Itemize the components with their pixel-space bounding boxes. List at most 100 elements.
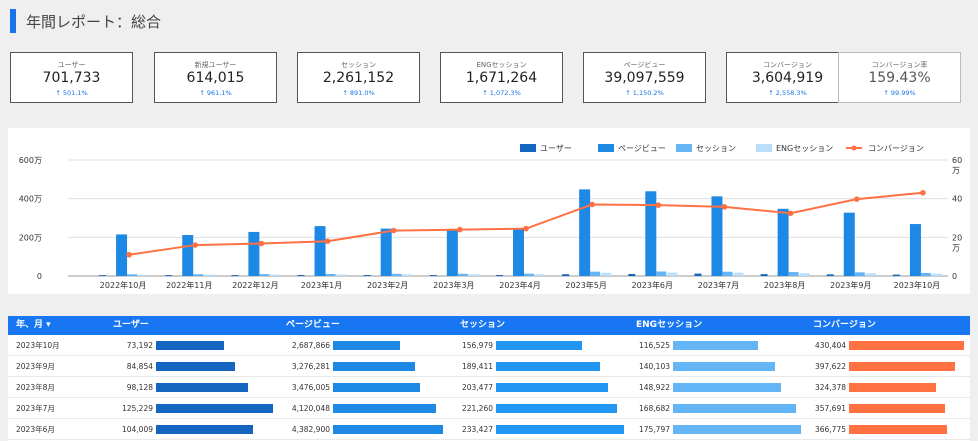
cell-eng-sessions: 116,525 xyxy=(638,341,670,350)
table-row[interactable]: 2023年10月 73,192 2,687,866 156,979 116,525 430… xyxy=(8,335,970,356)
y-tick-label-right: 40 xyxy=(952,195,962,204)
point-conversions xyxy=(457,226,463,233)
bar-sessions xyxy=(788,272,799,276)
x-tick-label: 2022年10月 xyxy=(100,280,147,290)
cell-month: 2023年8月 xyxy=(16,383,55,392)
bar-pageviews xyxy=(645,191,657,276)
point-conversions xyxy=(920,189,926,196)
x-tick-label: 2023年6月 xyxy=(632,280,673,290)
column-header-month[interactable]: 年、月 ▾ xyxy=(16,320,51,330)
y-tick-label-right: 60 xyxy=(952,156,962,165)
cell-sessions: 156,979 xyxy=(461,341,493,350)
kpi-change: ↑ 99.99% xyxy=(883,89,916,97)
point-conversions xyxy=(258,240,265,247)
kpi-change: ↑ 1,072.3% xyxy=(482,89,521,97)
cell-users: 125,229 xyxy=(121,404,153,413)
cell-eng-sessions: 148,922 xyxy=(638,383,670,392)
bar-pageviews xyxy=(843,212,855,276)
bar-users xyxy=(496,275,503,276)
point-conversions xyxy=(390,227,397,234)
kpi-label: ページビュー xyxy=(623,61,666,69)
cell-bar-pageviews xyxy=(333,404,437,413)
bar-sessions xyxy=(854,272,865,276)
column-header-sessions[interactable]: セッション xyxy=(460,320,506,330)
legend-swatch-sessions xyxy=(676,144,692,152)
bar-eng xyxy=(799,273,810,276)
legend-swatch-pageviews xyxy=(598,144,614,152)
kpi-card-conversion-rate[interactable]: コンバージョン率 159.43% ↑ 99.99% xyxy=(838,52,961,103)
point-conversions xyxy=(787,210,794,217)
cell-bar-conversions xyxy=(849,362,956,371)
x-tick-label: 2023年1月 xyxy=(301,280,342,290)
bar-users xyxy=(297,274,305,276)
kpi-label: コンバージョン xyxy=(763,61,812,69)
x-tick-label: 2023年10月 xyxy=(894,280,941,290)
bar-users xyxy=(429,275,437,276)
y-tick-label-left: 600万 xyxy=(19,156,42,165)
bar-pageviews xyxy=(446,229,458,276)
column-header-users[interactable]: ユーザー xyxy=(113,320,149,330)
cell-users: 84,854 xyxy=(126,362,153,371)
point-conversions xyxy=(721,204,728,210)
kpi-change: ↑ 501.1% xyxy=(55,89,88,97)
kpi-card-users[interactable]: ユーザー 701,733 ↑ 501.1% xyxy=(10,52,133,103)
bar-users xyxy=(826,274,834,276)
bar-sessions xyxy=(457,273,468,276)
bar-users xyxy=(165,275,173,276)
kpi-card-sessions[interactable]: セッション 2,261,152 ↑ 891.0% xyxy=(297,52,420,103)
point-conversions xyxy=(655,202,662,208)
legend-swatch-eng xyxy=(756,144,772,152)
cell-bar-eng-sessions xyxy=(673,425,801,434)
column-header-pageviews[interactable]: ページビュー xyxy=(286,320,340,330)
bar-pageviews xyxy=(579,189,591,276)
kpi-value: 701,733 xyxy=(42,70,101,86)
cell-bar-eng-sessions xyxy=(673,341,758,350)
table-row[interactable]: 2023年9月 84,854 3,276,281 189,411 140,103 397,… xyxy=(8,356,970,377)
kpi-card-eng-sessions[interactable]: ENGセッション 1,671,264 ↑ 1,072.3% xyxy=(440,52,563,103)
bar-sessions xyxy=(656,271,667,276)
bar-eng xyxy=(336,274,347,276)
cell-bar-eng-sessions xyxy=(673,383,782,392)
bar-sessions xyxy=(722,271,733,276)
cell-pageviews: 3,276,281 xyxy=(291,362,330,371)
cell-pageviews: 2,687,866 xyxy=(291,341,330,350)
x-tick-label: 2022年11月 xyxy=(166,280,213,290)
kpi-card-pageviews[interactable]: ページビュー 39,097,559 ↑ 1,150.2% xyxy=(583,52,706,103)
bar-eng xyxy=(865,273,876,276)
column-header-eng-sessions[interactable]: ENGセッション xyxy=(636,320,703,330)
cell-bar-users xyxy=(156,362,236,371)
bar-eng xyxy=(667,272,678,276)
bar-pageviews xyxy=(711,196,723,276)
x-tick-label: 2023年7月 xyxy=(698,280,739,290)
cell-bar-sessions xyxy=(496,383,608,392)
bar-pageviews xyxy=(116,234,128,276)
series-line-conversions xyxy=(128,191,924,256)
bar-users xyxy=(562,274,570,276)
cell-bar-pageviews xyxy=(333,362,416,371)
x-tick-label: 2023年8月 xyxy=(764,280,805,290)
bar-eng xyxy=(138,274,149,276)
table-row[interactable]: 2023年8月 98,128 3,476,005 203,477 148,922 324,… xyxy=(8,377,970,398)
y-tick-label-left: 0 xyxy=(37,272,42,281)
kpi-label: コンバージョン率 xyxy=(871,61,928,69)
y-tick-label-right: 万 xyxy=(952,243,960,252)
x-tick-label: 2023年5月 xyxy=(565,280,606,290)
cell-sessions: 221,260 xyxy=(461,404,493,413)
kpi-card-conversions[interactable]: コンバージョン 3,604,919 ↑ 2,558.3% xyxy=(726,52,849,103)
kpi-card-new-users[interactable]: 新規ユーザー 614,015 ↑ 961.1% xyxy=(154,52,277,103)
table-row[interactable]: 2023年6月 104,009 4,382,900 233,427 175,797 366… xyxy=(8,419,970,440)
cell-users: 73,192 xyxy=(126,341,153,350)
x-tick-label: 2023年3月 xyxy=(433,280,474,290)
column-header-conversions[interactable]: コンバージョン xyxy=(813,320,876,330)
cell-month: 2023年6月 xyxy=(16,425,55,434)
table-header: 年、月 ▾ ユーザー ページビュー セッション ENGセッション コンバージョン xyxy=(8,316,970,335)
table-row[interactable]: 2023年7月 125,229 4,120,048 221,260 168,682 357… xyxy=(8,398,970,419)
x-tick-label: 2023年4月 xyxy=(499,280,540,290)
bar-eng xyxy=(733,272,744,276)
legend-label: ユーザー xyxy=(540,144,572,153)
kpi-value: 614,015 xyxy=(186,70,245,86)
cell-bar-users xyxy=(156,425,254,434)
point-conversions xyxy=(126,251,132,258)
